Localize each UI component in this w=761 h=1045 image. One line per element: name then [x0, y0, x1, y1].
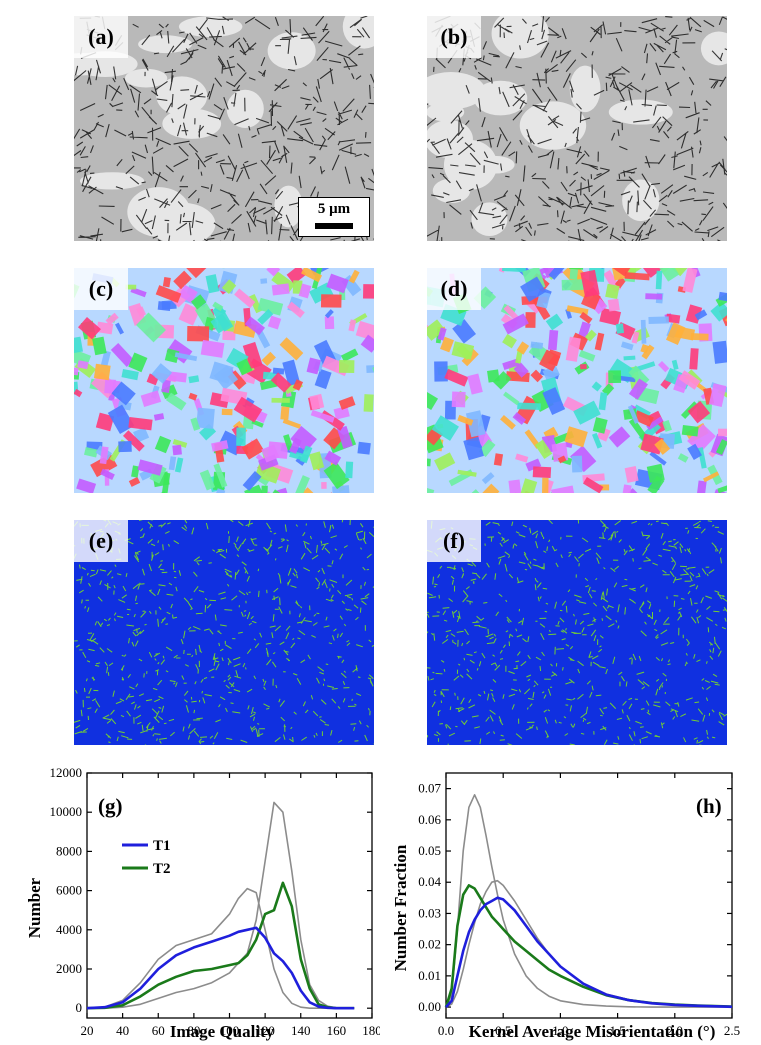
x-tick-label: 60 [152, 1023, 165, 1038]
series-line-reference [86, 887, 355, 1009]
y-tick-label: 8000 [56, 843, 82, 858]
micrograph-c [74, 268, 374, 493]
y-axis-label: Number [25, 877, 44, 938]
micrograph-d [427, 268, 727, 493]
x-tick-label: 2.5 [724, 1023, 740, 1038]
y-tick-label: 0.04 [418, 874, 441, 889]
x-tick-label: 2.0 [667, 1023, 683, 1038]
panel-label: (d) [427, 268, 481, 310]
chart-g-image-quality-distribution: 20 40 60 80 100 120 140 160 180 0 2000 4000 6000 8000… [25, 765, 381, 1041]
x-tick-label: 140 [291, 1023, 311, 1038]
panel-label: (c) [74, 268, 128, 310]
chart-panel-label: (h) [696, 794, 722, 818]
x-tick-label: 180 [362, 1023, 380, 1038]
scale-bar-label: 5 μm [317, 201, 351, 217]
series-line-reference [87, 801, 355, 1009]
chart-lines [86, 801, 355, 1010]
panel-a-image-quality-map: (a) 5 μm [74, 16, 374, 241]
y-tick-label: 0.07 [418, 781, 441, 796]
series-line-t2 [86, 881, 355, 1010]
chart-lines [444, 793, 733, 1009]
y-tick-label: 0.03 [418, 905, 441, 920]
x-tick-label: 1.0 [552, 1023, 568, 1038]
panel-label: (b) [427, 16, 481, 58]
y-tick-label: 0.06 [418, 812, 441, 827]
chart-h-kam-distribution: 0.0 0.5 1.0 1.5 2.0 2.5 0.00 0.01 0.02 0.03 0.04 0.… [391, 772, 740, 1041]
x-tick-label: 100 [220, 1023, 240, 1038]
y-tick-label: 0.01 [418, 968, 441, 983]
micrograph-a [74, 16, 374, 241]
series-line-reference [445, 793, 732, 1008]
y-tick-label: 0 [76, 1000, 83, 1015]
panel-f-kam-map: (f) [427, 520, 727, 745]
x-tick-label: 20 [81, 1023, 94, 1038]
x-tick-label: 80 [187, 1023, 200, 1038]
y-tick-label: 2000 [56, 961, 82, 976]
scale-bar-line [315, 223, 353, 229]
y-tick-label: 4000 [56, 922, 82, 937]
x-axis-label: Image Quality [170, 1022, 275, 1041]
series-line-t1 [445, 896, 733, 1009]
legend-label-t2: T2 [153, 861, 171, 877]
plot-frame [86, 772, 373, 1019]
chart-axes: 0.0 0.5 1.0 1.5 2.0 2.5 0.00 0.01 0.02 0.03 0.04 0.… [418, 772, 740, 1038]
scale-bar: 5 μm [298, 197, 370, 237]
y-tick-label: 6000 [56, 883, 82, 898]
legend-label-t1: T1 [153, 838, 171, 854]
x-tick-label: 40 [116, 1023, 129, 1038]
x-tick-label: 120 [255, 1023, 275, 1038]
series-line-t1 [86, 926, 355, 1010]
x-tick-label: 160 [327, 1023, 347, 1038]
chart-axes: 20 40 60 80 100 120 140 160 180 0 2000 4000 6000 8000… [50, 765, 381, 1038]
panel-d-orientation-map: (d) [427, 268, 727, 493]
panel-e-kam-map: (e) [74, 520, 374, 745]
plot-frame [445, 772, 733, 1019]
panel-label: (f) [427, 520, 481, 562]
y-tick-label: 0.05 [418, 843, 441, 858]
legend: T1 T2 [122, 838, 171, 877]
y-tick-label: 0.00 [418, 999, 441, 1014]
panel-c-orientation-map: (c) [74, 268, 374, 493]
x-tick-label: 1.5 [609, 1023, 625, 1038]
panel-label: (a) [74, 16, 128, 58]
chart-panel-label: (g) [98, 794, 123, 818]
x-tick-label: 0.5 [495, 1023, 511, 1038]
panel-label: (e) [74, 520, 128, 562]
x-axis-label: Kernel Average Misorientation (°) [469, 1022, 716, 1041]
x-tick-label: 0.0 [438, 1023, 454, 1038]
y-tick-label: 0.02 [418, 937, 441, 952]
panel-b-image-quality-map: (b) [427, 16, 727, 241]
y-tick-label: 12000 [50, 765, 83, 780]
y-axis-label: Number Fraction [391, 844, 410, 971]
y-tick-label: 10000 [50, 804, 83, 819]
